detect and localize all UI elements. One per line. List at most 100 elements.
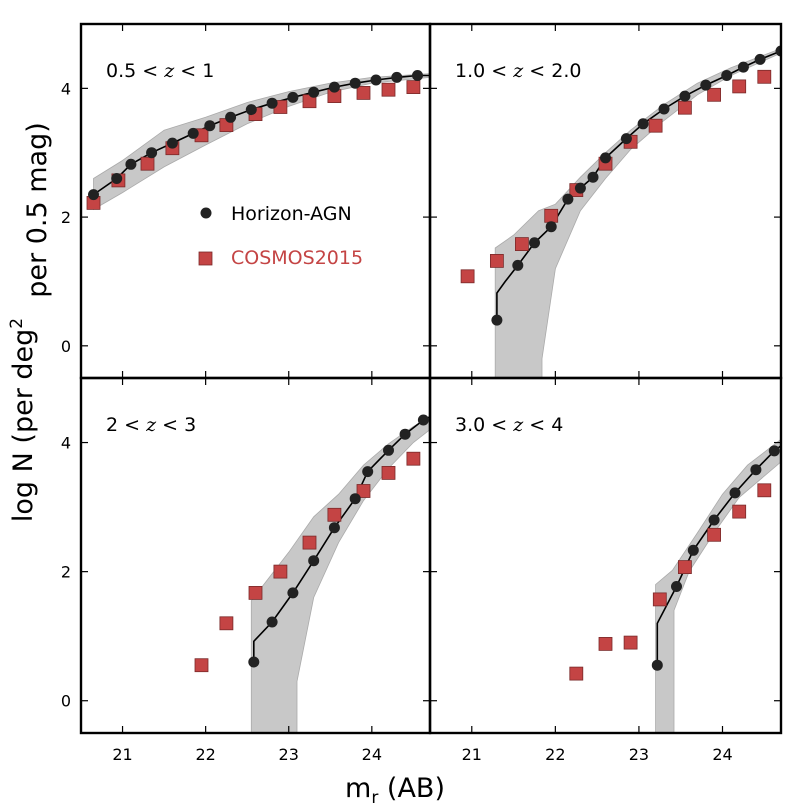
horizon-point-bottom-left-6 bbox=[362, 466, 374, 478]
horizon-point-top-left-13 bbox=[349, 77, 361, 89]
cosmos-point-bottom-left-8 bbox=[406, 451, 421, 466]
cosmos-point-top-right-8 bbox=[678, 100, 692, 115]
cosmos-point-top-left-11 bbox=[381, 82, 396, 97]
cosmos-point-top-right-2 bbox=[515, 237, 529, 252]
legend-cosmos-label: COSMOS2015 bbox=[231, 247, 363, 269]
ytick-label-top-left-0: 0 bbox=[61, 337, 71, 356]
ytick-label-bottom-left-0: 0 bbox=[61, 692, 71, 711]
cosmos-point-bottom-right-4 bbox=[678, 560, 692, 574]
horizon-point-top-right-2 bbox=[529, 237, 540, 249]
horizon-point-bottom-right-0 bbox=[651, 659, 663, 671]
horizon-point-top-right-5 bbox=[574, 182, 586, 194]
panel-label-top-right: 1.0 < z < 2.0 bbox=[455, 60, 581, 82]
horizon-point-top-right-9 bbox=[637, 118, 649, 130]
cosmos-point-bottom-left-5 bbox=[327, 507, 342, 522]
band-bottom-left bbox=[250, 416, 430, 733]
panel-frame-bottom-right bbox=[428, 376, 783, 735]
cosmos-point-bottom-right-3 bbox=[652, 592, 667, 607]
xtick-label-bottom-right-2: 23 bbox=[629, 745, 649, 764]
horizon-point-bottom-right-5 bbox=[750, 464, 762, 476]
horizon-point-bottom-left-4 bbox=[328, 522, 340, 534]
horizon-point-top-left-9 bbox=[266, 97, 278, 109]
horizon-point-bottom-left-8 bbox=[399, 428, 411, 440]
horizon-point-bottom-right-1 bbox=[671, 581, 682, 592]
cosmos-point-bottom-right-0 bbox=[569, 666, 584, 681]
cosmos-point-bottom-left-0 bbox=[194, 658, 209, 673]
cosmos-point-bottom-left-1 bbox=[219, 616, 234, 631]
xtick-label-bottom-right-1: 22 bbox=[545, 745, 565, 764]
cosmos-point-top-left-10 bbox=[356, 86, 371, 100]
cosmos-point-bottom-left-7 bbox=[381, 465, 396, 480]
y-axis-title-line2: per 0.5 mag) bbox=[22, 122, 53, 297]
legend-horizon-label: Horizon-AGN bbox=[231, 203, 352, 225]
horizon-point-top-left-3 bbox=[146, 147, 158, 159]
panel-label-top-left: 0.5 < z < 1 bbox=[106, 60, 214, 82]
cosmos-point-top-right-10 bbox=[732, 79, 747, 94]
ytick-label-bottom-left-2: 4 bbox=[61, 434, 71, 453]
horizon-point-top-left-10 bbox=[287, 91, 299, 103]
cosmos-point-bottom-left-6 bbox=[356, 484, 371, 498]
cosmos-point-bottom-right-5 bbox=[707, 527, 721, 542]
xtick-label-bottom-left-0: 21 bbox=[112, 745, 132, 764]
cosmos-point-bottom-right-1 bbox=[598, 637, 613, 651]
horizon-point-top-left-7 bbox=[225, 111, 237, 123]
panel-frames bbox=[79, 22, 783, 735]
horizon-point-top-left-15 bbox=[391, 71, 403, 83]
horizon-point-bottom-left-9 bbox=[417, 414, 429, 426]
cosmos-point-top-right-11 bbox=[757, 69, 772, 84]
confidence-bands bbox=[93, 48, 781, 733]
cosmos-point-top-left-2 bbox=[140, 156, 155, 171]
cosmos-point-top-right-3 bbox=[544, 208, 559, 223]
data-markers bbox=[86, 45, 781, 681]
legend-horizon-marker bbox=[200, 207, 212, 219]
horizon-point-bottom-left-5 bbox=[349, 493, 361, 505]
xtick-label-bottom-left-2: 23 bbox=[279, 745, 299, 764]
horizon-line-bottom-right bbox=[656, 445, 781, 666]
horizon-point-bottom-left-7 bbox=[383, 444, 394, 456]
horizon-point-top-left-5 bbox=[187, 127, 199, 139]
horizon-point-top-right-16 bbox=[775, 45, 781, 57]
horizon-point-top-right-10 bbox=[658, 103, 670, 115]
cosmos-point-bottom-left-2 bbox=[248, 586, 263, 600]
horizon-point-bottom-right-4 bbox=[729, 487, 741, 499]
xtick-label-bottom-right-3: 24 bbox=[712, 745, 732, 764]
horizon-point-top-right-6 bbox=[587, 171, 599, 183]
ytick-label-top-left-1: 2 bbox=[61, 208, 71, 227]
xtick-label-bottom-right-0: 21 bbox=[462, 745, 482, 764]
band-top-right bbox=[494, 48, 781, 378]
horizon-point-top-left-8 bbox=[245, 104, 257, 116]
panel-label-bottom-right: 3.0 < z < 4 bbox=[455, 414, 563, 436]
cosmos-point-bottom-left-3 bbox=[273, 564, 288, 579]
horizon-point-bottom-right-6 bbox=[768, 445, 780, 457]
horizon-point-top-right-7 bbox=[600, 152, 611, 164]
cosmos-point-bottom-left-4 bbox=[302, 535, 317, 550]
ytick-label-top-left-2: 4 bbox=[61, 79, 71, 98]
horizon-point-bottom-left-0 bbox=[248, 656, 260, 668]
cosmos-point-top-right-0 bbox=[460, 269, 475, 284]
panel-label-bottom-left: 2 < z < 3 bbox=[106, 414, 196, 436]
legend: Horizon-AGN COSMOS2015 bbox=[198, 203, 363, 269]
horizon-point-top-right-1 bbox=[512, 259, 524, 271]
horizon-point-top-left-0 bbox=[88, 189, 99, 201]
ytick-label-bottom-left-1: 2 bbox=[61, 563, 71, 582]
horizon-point-bottom-right-2 bbox=[687, 544, 699, 556]
horizon-point-bottom-left-3 bbox=[308, 555, 320, 567]
horizon-point-top-right-0 bbox=[491, 314, 503, 326]
horizon-point-bottom-left-1 bbox=[266, 616, 278, 628]
horizon-point-top-left-1 bbox=[111, 173, 123, 184]
horizon-point-bottom-right-3 bbox=[708, 514, 720, 526]
horizon-point-top-left-11 bbox=[308, 86, 320, 98]
horizon-point-top-left-16 bbox=[412, 70, 423, 81]
horizon-point-bottom-left-2 bbox=[287, 587, 299, 599]
panel-labels: 0.5 < z < 1 1.0 < z < 2.0 2 < z < 3 3.0 < z… bbox=[106, 60, 581, 436]
horizon-point-top-left-6 bbox=[204, 120, 216, 132]
y-axis-title: log N (per deg2 bbox=[7, 318, 39, 522]
xtick-label-bottom-left-3: 24 bbox=[362, 745, 382, 764]
cosmos-point-bottom-right-6 bbox=[732, 504, 747, 519]
horizon-point-top-right-11 bbox=[679, 90, 691, 102]
cosmos-point-top-left-12 bbox=[406, 80, 421, 94]
horizon-point-top-left-4 bbox=[166, 137, 178, 149]
cosmos-point-top-right-7 bbox=[648, 118, 663, 133]
